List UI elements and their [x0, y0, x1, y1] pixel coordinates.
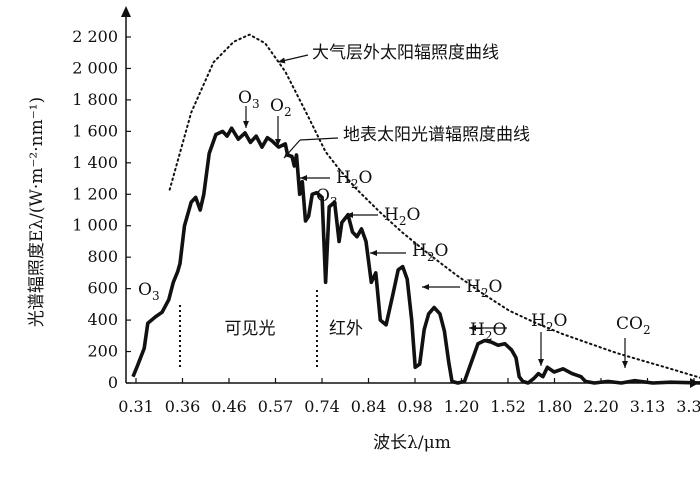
y-axis-label: 光谱辐照度Eλ/(W·m⁻²·nm⁻¹)	[27, 97, 47, 327]
curves	[131, 33, 700, 385]
x-tick-label: 0.74	[304, 397, 340, 416]
axis-labels: 波长λ/μm 光谱辐照度Eλ/(W·m⁻²·nm⁻¹)	[27, 97, 451, 453]
y-tick-label: 1 800	[72, 90, 118, 109]
surface-curve-label: 地表太阳光谱辐照度曲线	[343, 125, 530, 145]
x-tick-label: 1.80	[537, 397, 573, 416]
y-tick-label: 0	[108, 373, 118, 392]
o3-near-uv-label: O3	[138, 280, 160, 303]
o3-uv-label: O3	[238, 88, 260, 111]
x-tick-label: 0.84	[351, 397, 387, 416]
h2o-label-4: H2O	[466, 277, 502, 300]
y-tick-label: 1 000	[72, 216, 118, 235]
y-tick-label: 400	[87, 310, 118, 329]
h2o-label-2: H2O	[384, 205, 420, 228]
y-tick-label: 1 400	[72, 153, 118, 172]
extraterrestrial-irradiance-curve	[168, 33, 700, 379]
axes: 0 200 400 600 800 1 000 1 200 1 400 1 600 1 800 2 …	[72, 6, 700, 416]
x-tick-label: 1.52	[490, 397, 526, 416]
extraterrestrial-curve-arrow	[277, 54, 309, 64]
y-tick-label: 1 600	[72, 121, 118, 140]
x-tick-label: 3.34	[676, 397, 700, 416]
h2o-label-1: H2O	[336, 168, 372, 191]
infrared-region-label: 红外	[329, 319, 363, 339]
x-axis-label: 波长λ/μm	[373, 433, 451, 453]
y-axis-arrow	[121, 6, 131, 17]
visible-region-label: 可见光	[225, 319, 276, 339]
surface-irradiance-curve	[131, 126, 700, 385]
h2o-label-5: H2O	[470, 320, 506, 343]
x-tick-label: 0.31	[118, 397, 154, 416]
y-tick-label: 2 200	[72, 27, 118, 46]
y-tick-label: 200	[87, 342, 118, 361]
o2-label: O2	[270, 96, 292, 119]
h2o-label-6: H2O	[531, 311, 567, 334]
y-tick-label: 600	[87, 279, 118, 298]
x-tick-label: 3.13	[630, 397, 666, 416]
y-tick-label: 1 200	[72, 184, 118, 203]
o3-ir-label: O3	[316, 186, 338, 209]
x-tick-label: 0.46	[211, 397, 247, 416]
x-tick-label: 0.98	[397, 397, 433, 416]
h2o-label-3: H2O	[412, 241, 448, 264]
surface-curve-leader	[299, 137, 339, 141]
surface-curve-arrow	[283, 139, 301, 159]
x-tick-label: 2.20	[583, 397, 619, 416]
y-tick-label: 800	[87, 247, 118, 266]
y-tick-label: 2 000	[72, 58, 118, 77]
co2-label: CO2	[616, 314, 651, 337]
extraterrestrial-curve-label: 大气层外太阳辐照度曲线	[312, 43, 499, 63]
x-tick-label: 1.20	[444, 397, 480, 416]
x-tick-label: 0.36	[165, 397, 201, 416]
x-tick-label: 0.57	[258, 397, 294, 416]
